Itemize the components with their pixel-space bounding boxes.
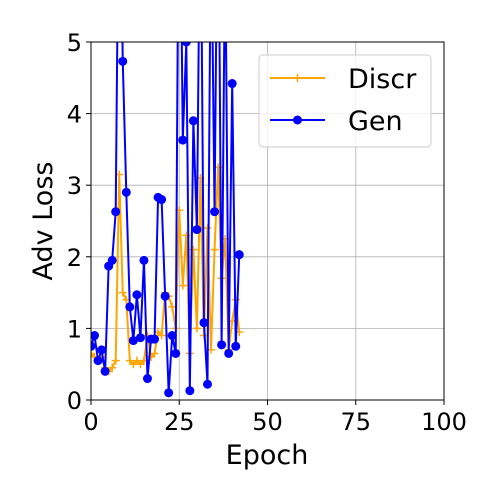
legend-label-gen: Gen: [348, 106, 403, 137]
data-point-gen: [150, 334, 160, 344]
data-point-gen: [139, 255, 149, 265]
data-point-gen: [160, 291, 170, 301]
series-gen: [91, 42, 244, 398]
data-point-discr: [132, 356, 141, 365]
data-point-gen: [121, 187, 131, 197]
legend-marker-gen: [293, 115, 302, 125]
data-point-discr: [118, 288, 127, 297]
data-point-gen: [181, 42, 191, 47]
data-point-discr: [108, 363, 117, 372]
x-tick-label: 25: [164, 408, 195, 436]
data-point-gen: [135, 333, 145, 343]
data-point-gen: [210, 207, 220, 217]
data-point-gen: [167, 331, 177, 341]
data-point-discr: [91, 349, 95, 358]
data-point-gen: [157, 195, 167, 205]
data-point-gen: [227, 79, 237, 89]
x-axis-label: Epoch: [226, 440, 309, 471]
data-point-gen: [125, 302, 135, 312]
data-point-gen: [111, 207, 121, 217]
x-axis: 0 25 50 75 100: [83, 400, 467, 436]
data-point-discr: [210, 245, 219, 254]
data-point-discr: [192, 324, 201, 333]
data-point-discr: [147, 353, 156, 362]
data-point-discr: [129, 360, 138, 369]
y-tick-label: 2: [67, 244, 82, 272]
data-point-gen: [91, 331, 100, 341]
data-point-discr: [203, 224, 212, 233]
y-axis: 0 1 2 3 4 5: [67, 29, 91, 415]
data-point-gen: [132, 290, 142, 300]
data-point-gen: [142, 374, 152, 384]
data-point-discr: [125, 356, 134, 365]
y-tick-label: 0: [67, 387, 82, 415]
legend-item-gen: Gen: [270, 106, 403, 137]
x-tick-label: 0: [83, 408, 98, 436]
data-point-discr: [157, 331, 166, 340]
data-point-gen: [231, 341, 241, 351]
legend-item-discr: Discr: [270, 64, 417, 95]
data-point-gen: [97, 345, 107, 355]
x-tick-label: 50: [252, 408, 283, 436]
data-point-gen: [192, 225, 202, 235]
data-point-gen: [100, 366, 110, 376]
data-point-gen: [202, 379, 212, 389]
legend-marker-discr: [293, 74, 302, 82]
data-point-gen: [93, 356, 103, 366]
y-tick-label: 4: [67, 101, 82, 129]
data-point-discr: [150, 349, 159, 358]
y-tick-label: 3: [67, 172, 82, 200]
legend-label-discr: Discr: [348, 64, 417, 95]
data-point-discr: [168, 302, 177, 311]
data-point-gen: [199, 318, 209, 328]
data-point-gen: [185, 386, 195, 396]
data-point-gen: [91, 341, 96, 351]
y-tick-label: 5: [67, 29, 82, 57]
y-tick-label: 1: [67, 315, 82, 343]
series-layer: [91, 42, 244, 398]
data-point-gen: [164, 388, 174, 398]
x-tick-label: 75: [340, 408, 371, 436]
data-point-discr: [178, 281, 187, 290]
data-point-discr: [136, 360, 145, 369]
data-point-gen: [107, 255, 117, 265]
data-point-discr: [111, 356, 120, 365]
data-point-gen: [118, 56, 128, 66]
data-point-gen: [128, 336, 138, 346]
data-point-gen: [234, 250, 244, 260]
y-axis-label: Adv Loss: [28, 162, 59, 281]
data-point-gen: [217, 340, 227, 350]
data-point-gen: [224, 348, 234, 358]
data-point-gen: [188, 116, 198, 126]
x-tick-label: 100: [421, 408, 467, 436]
data-point-gen: [171, 348, 181, 358]
data-point-gen: [178, 135, 188, 145]
legend: Discr Gen: [258, 54, 432, 148]
